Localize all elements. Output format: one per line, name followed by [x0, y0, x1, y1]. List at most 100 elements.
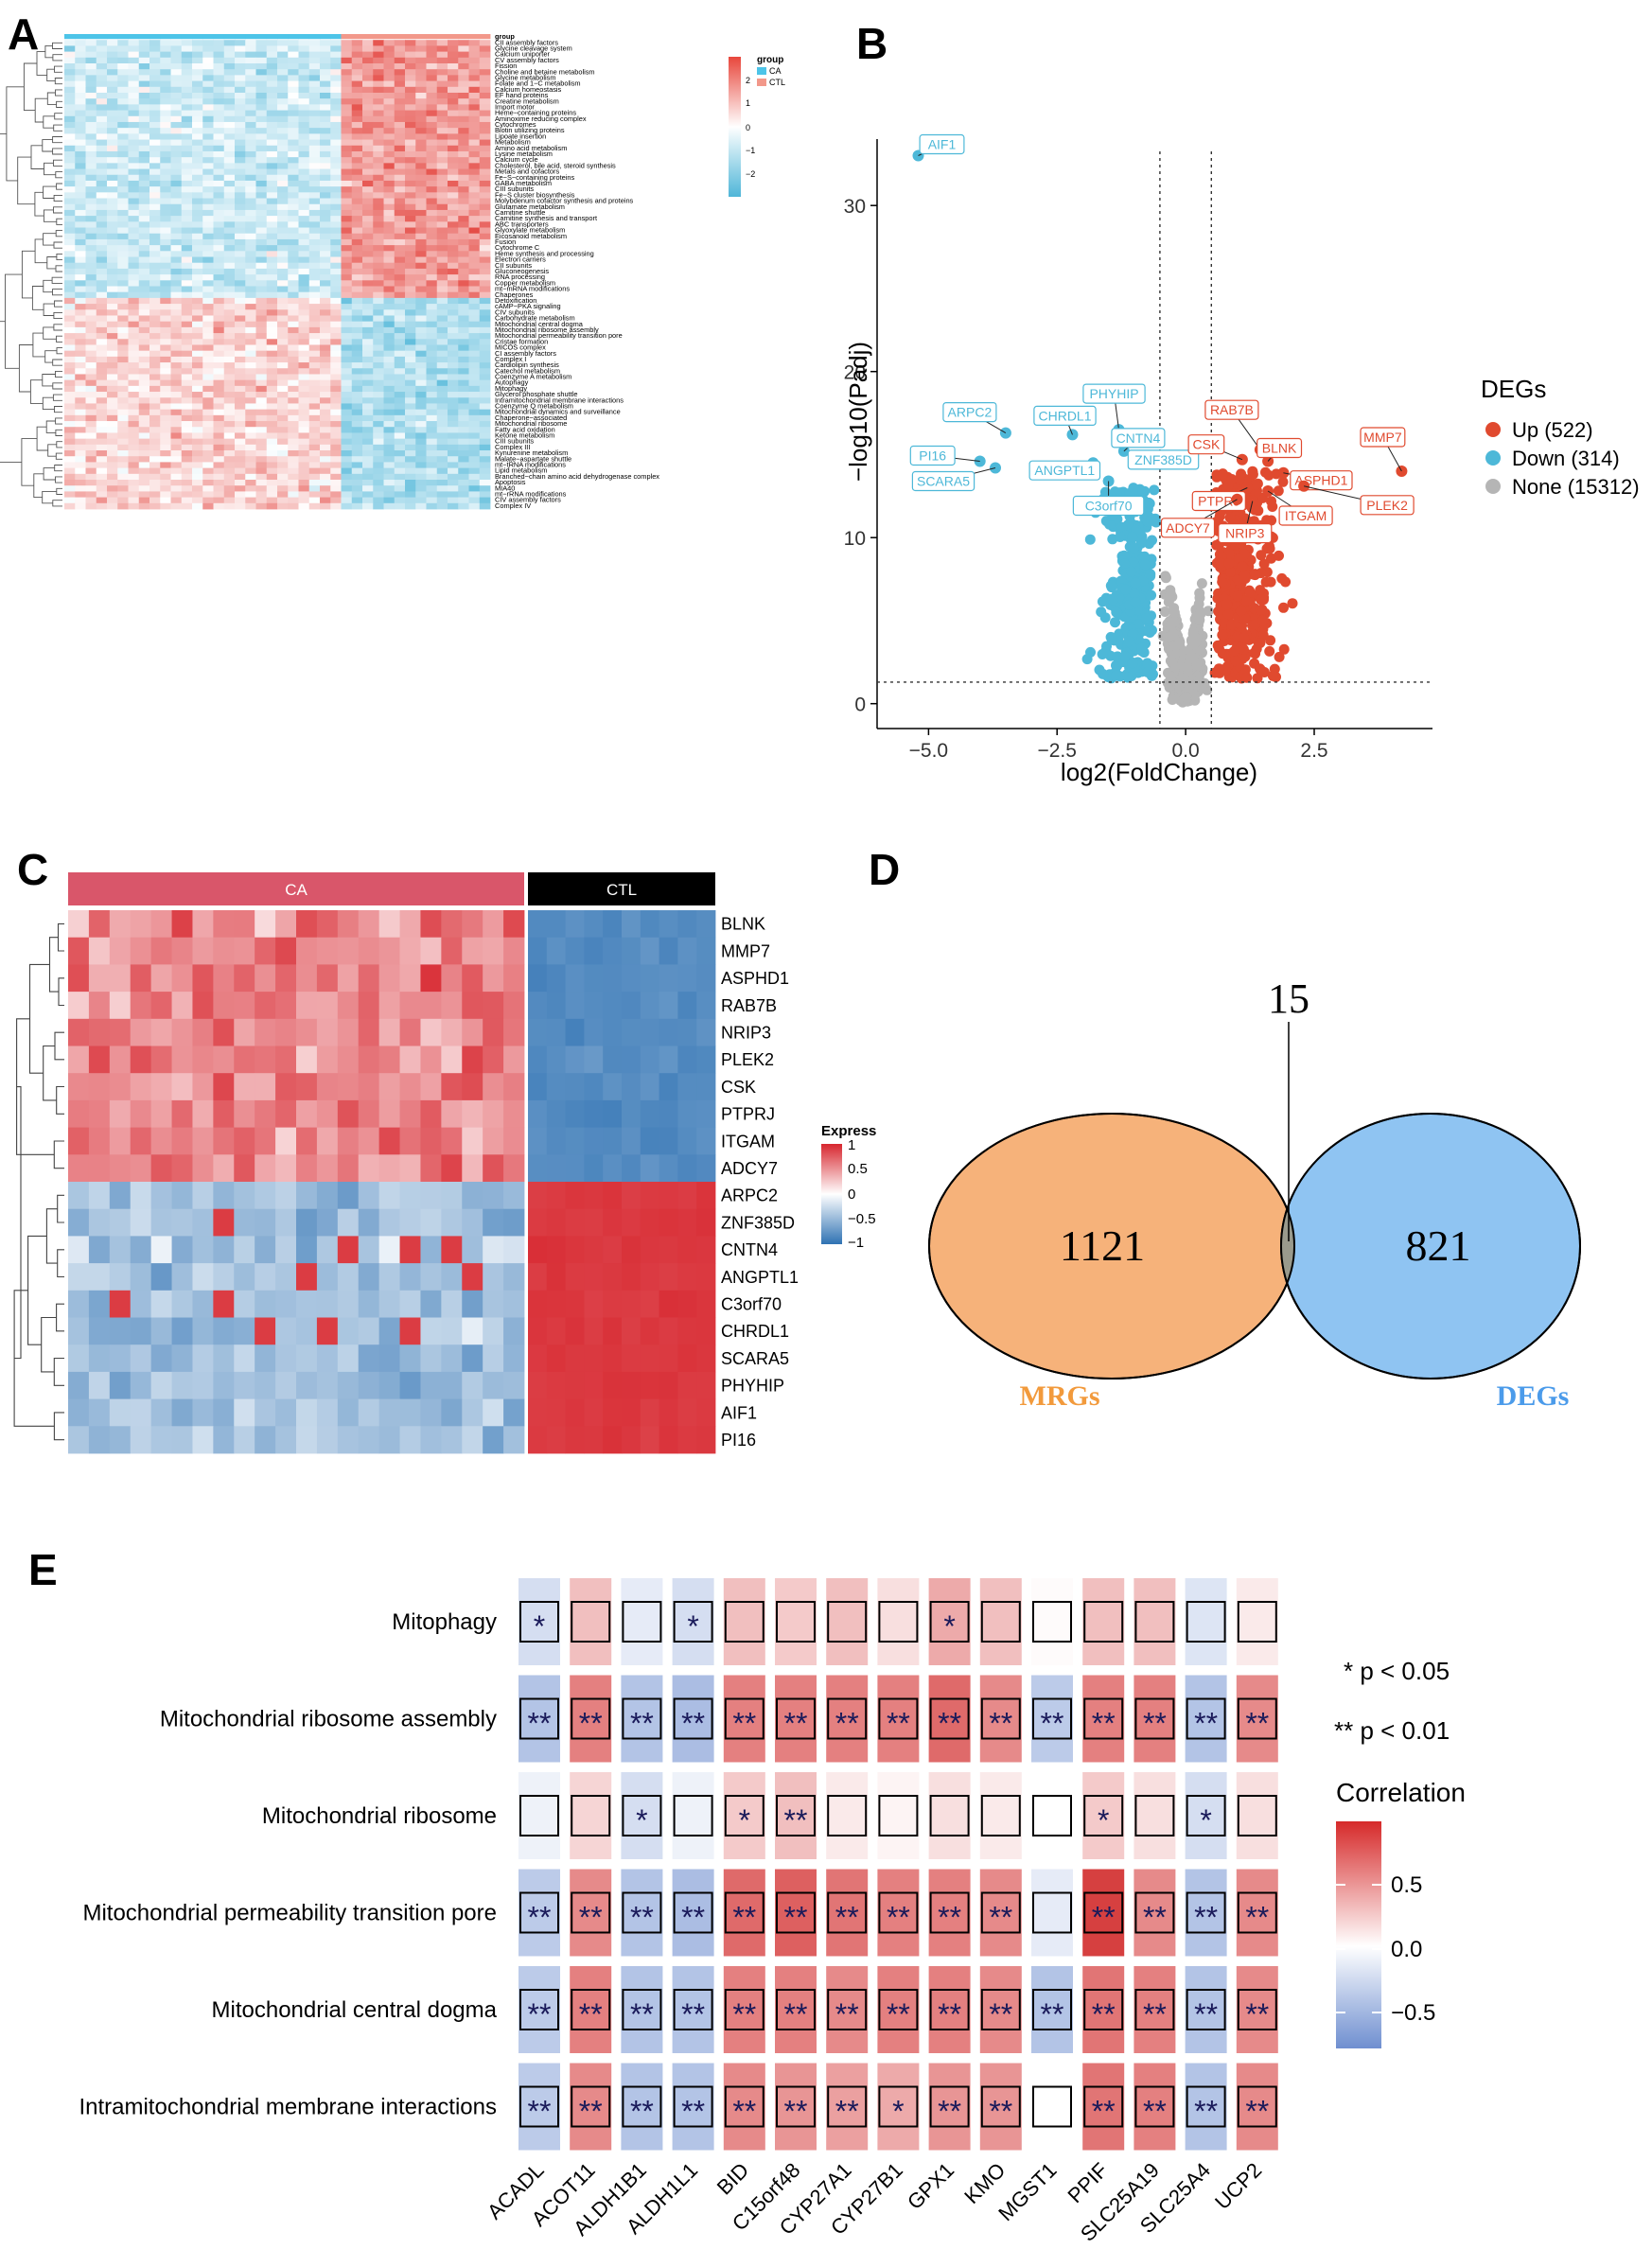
panel-a-heatmap-cell [85, 274, 97, 281]
panel-a-heatmap-cell [107, 115, 118, 123]
panel-a-heatmap-cell [468, 427, 481, 433]
panel-a-heatmap-cell [64, 251, 76, 257]
panel-a-heatmap-cell [181, 80, 193, 88]
panel-a-heatmap-cell [383, 139, 395, 147]
panel-a-heatmap-cell [213, 502, 225, 510]
panel-a-heatmap-cell [320, 110, 331, 117]
panel-a-heatmap-cell [479, 333, 491, 340]
panel-a-heatmap-cell [160, 444, 171, 451]
panel-a-heatmap-cell [266, 174, 278, 182]
panel-a-heatmap-cell [468, 368, 481, 375]
panel-a-heatmap-cell [64, 438, 76, 446]
panel-a-heatmap-cell [288, 245, 299, 252]
panel-a-heatmap-cell [170, 368, 183, 375]
panel-a-heatmap-cell [181, 139, 193, 147]
panel-a-heatmap-cell [468, 57, 481, 64]
panel-a-heatmap-cell [255, 110, 268, 117]
panel-a-heatmap-cell [362, 397, 374, 404]
panel-a-heatmap-cell [448, 98, 459, 105]
panel-a-heatmap-cell [64, 385, 76, 393]
panel-a-heatmap-cell [436, 462, 448, 469]
panel-a-heatmap-cell [415, 198, 427, 205]
panel-a-heatmap-cell [341, 485, 353, 492]
panel-a-heatmap-cell [405, 133, 416, 140]
panel-a-heatmap-cell [223, 121, 236, 129]
panel-a-heatmap-cell [479, 186, 491, 193]
panel-a-heatmap-cell [351, 168, 363, 176]
panel-a-heatmap-cell [107, 421, 118, 428]
panel-a-heatmap-cell [223, 133, 236, 140]
panel-a-heatmap-cell [383, 104, 395, 111]
panel-a-heatmap-cell [223, 268, 236, 275]
panel-a-heatmap-cell [479, 274, 491, 281]
panel-a-heatmap-cell [448, 80, 459, 88]
panel-a-heatmap-cell [394, 480, 406, 486]
panel-a-heatmap-cell [341, 104, 353, 111]
panel-b-point-down [1128, 556, 1139, 568]
panel-a-heatmap-cell [160, 274, 171, 281]
panel-a-heatmap-cell [107, 315, 118, 323]
panel-a-heatmap-cell [266, 262, 278, 270]
panel-a-heatmap-cell [181, 251, 193, 257]
panel-a-heatmap-cell [255, 274, 268, 281]
panel-b-point-down [1104, 518, 1116, 530]
panel-a-dendrogram-branch [55, 417, 62, 425]
panel-a-heatmap-cell [266, 409, 278, 416]
panel-a-heatmap-cell [160, 198, 171, 205]
panel-a-heatmap-cell [308, 251, 321, 257]
panel-a-heatmap-cell [160, 262, 171, 270]
panel-b-point-up [1256, 550, 1267, 561]
panel-a-heatmap-cell [468, 397, 481, 404]
panel-a-heatmap-cell [362, 180, 374, 187]
panel-a-heatmap-cell [298, 251, 310, 257]
panel-a-heatmap-cell [448, 315, 459, 323]
panel-a-heatmap-cell [298, 274, 310, 281]
panel-a-heatmap-cell [298, 216, 310, 222]
panel-a-heatmap-cell [235, 128, 246, 134]
panel-a-heatmap-cell [479, 309, 491, 316]
panel-a-heatmap-cell [277, 216, 289, 222]
panel-a-heatmap-cell [202, 180, 214, 187]
panel-a-heatmap-cell [458, 104, 469, 111]
panel-a-heatmap-cell [160, 462, 171, 469]
panel-a-heatmap-cell [192, 321, 203, 328]
panel-a-heatmap-cell [213, 80, 225, 88]
panel-a-heatmap-cell [277, 379, 289, 387]
panel-a-heatmap-cell [160, 245, 171, 252]
panel-a-heatmap-cell [170, 427, 183, 433]
panel-a-heatmap-cell [255, 291, 268, 299]
panel-a-heatmap-cell [298, 238, 310, 246]
panel-a-dendrogram-branch [43, 303, 55, 316]
panel-a-heatmap-cell [235, 186, 246, 193]
panel-a-heatmap-cell [255, 344, 268, 352]
panel-a-heatmap-cell [341, 256, 353, 264]
panel-a-heatmap-cell [181, 497, 193, 504]
panel-a-heatmap-cell [107, 397, 118, 404]
panel-a-heatmap-cell [415, 368, 427, 375]
panel-a-heatmap-cell [426, 467, 438, 475]
panel-a-heatmap-cell [128, 192, 140, 199]
panel-a-heatmap-cell [117, 362, 129, 369]
panel-a-heatmap-cell [128, 221, 140, 228]
panel-a-heatmap-cell [138, 473, 150, 481]
panel-a-heatmap-cell [394, 321, 406, 328]
panel-a-heatmap-cell [426, 362, 438, 369]
panel-a-heatmap-cell [341, 280, 353, 287]
panel-a-heatmap-cell [213, 339, 225, 345]
panel-a-heatmap-cell [458, 98, 469, 105]
panel-a-heatmap-cell [277, 62, 289, 70]
panel-a-heatmap-cell [351, 216, 363, 222]
panel-a-heatmap-cell [341, 203, 353, 211]
panel-a-heatmap-cell [373, 321, 384, 328]
panel-a-heatmap-cell [415, 356, 427, 363]
panel-a-heatmap-cell [202, 133, 214, 140]
panel-a-heatmap-cell [436, 456, 448, 463]
panel-a-heatmap-cell [138, 421, 150, 428]
panel-a-heatmap-cell [235, 69, 246, 76]
panel-a-heatmap-cell [436, 157, 448, 164]
panel-a-heatmap-cell [448, 192, 459, 199]
panel-a-heatmap-cell [383, 168, 395, 176]
panel-a-heatmap-cell [85, 268, 97, 275]
panel-a-heatmap-cell [149, 350, 161, 358]
panel-a-heatmap-cell [383, 128, 395, 134]
